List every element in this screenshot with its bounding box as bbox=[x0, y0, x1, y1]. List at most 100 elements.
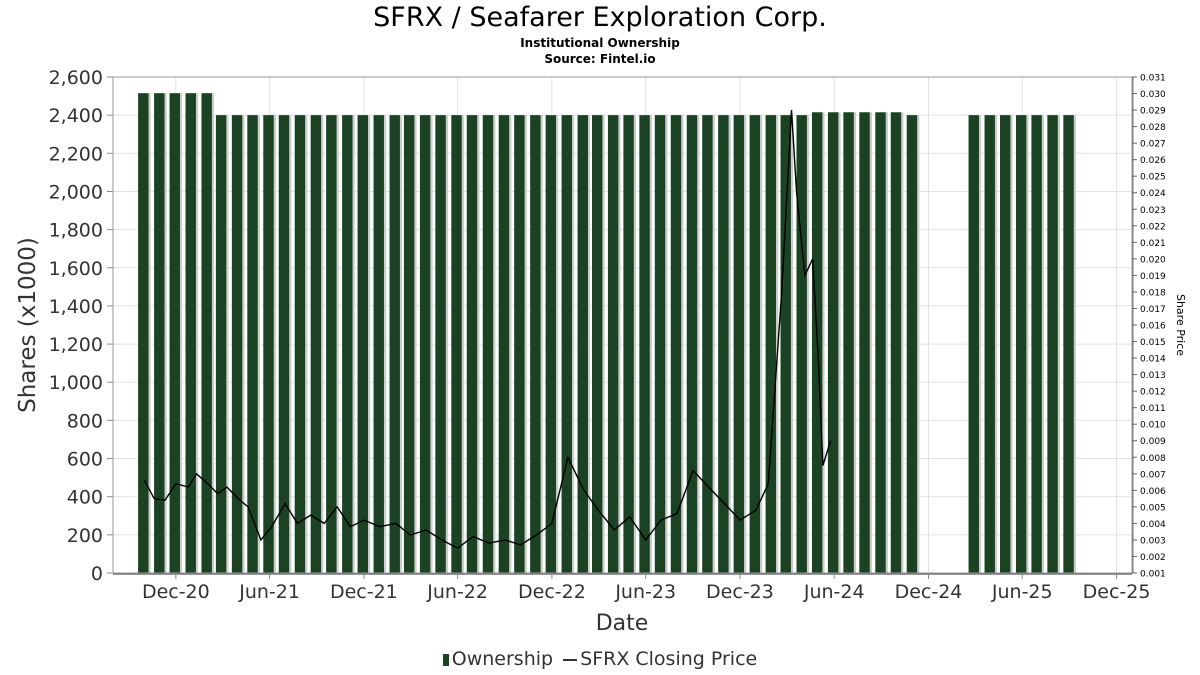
x-tick-label: Dec-23 bbox=[706, 581, 774, 603]
bar bbox=[169, 93, 183, 573]
bar-body bbox=[498, 115, 510, 574]
y-tick-label: 2,400 bbox=[49, 105, 103, 127]
bar-body bbox=[215, 115, 227, 574]
y2-tick-label: 0.012 bbox=[1140, 388, 1166, 398]
y2-tick-label: 0.027 bbox=[1140, 140, 1166, 150]
bar bbox=[185, 93, 199, 573]
y2-tick-label: 0.014 bbox=[1140, 355, 1166, 365]
y2-tick-label: 0.016 bbox=[1140, 322, 1166, 332]
bar bbox=[342, 115, 355, 574]
bar-body bbox=[435, 115, 446, 574]
bar-body bbox=[686, 115, 698, 574]
bar bbox=[1063, 115, 1076, 574]
bar-body bbox=[482, 115, 494, 574]
bar-body bbox=[890, 112, 902, 574]
bar-body bbox=[780, 115, 791, 574]
chart-subtitle: Institutional Ownership bbox=[520, 36, 680, 50]
bar bbox=[623, 115, 637, 574]
x-tick-label: Jun-25 bbox=[991, 581, 1053, 603]
bar bbox=[639, 115, 652, 574]
bar bbox=[403, 115, 417, 574]
bar bbox=[326, 115, 339, 574]
bar bbox=[201, 93, 215, 573]
bar-layer bbox=[138, 93, 1076, 574]
bar bbox=[482, 115, 496, 574]
bar-body bbox=[247, 115, 258, 574]
bar-body bbox=[827, 112, 839, 574]
bar-body bbox=[403, 115, 415, 574]
bar-body bbox=[561, 115, 572, 574]
y2-tick-label: 0.023 bbox=[1140, 206, 1166, 216]
bar-body bbox=[201, 93, 212, 573]
bar bbox=[859, 112, 872, 574]
bar-body bbox=[718, 115, 729, 574]
bar bbox=[670, 115, 684, 574]
chart-source: Source: Fintel.io bbox=[544, 52, 656, 66]
y-tick-label: 1,200 bbox=[49, 334, 103, 356]
bar bbox=[1031, 115, 1045, 574]
bar-body bbox=[968, 115, 979, 574]
y-tick-label: 2,600 bbox=[49, 67, 103, 89]
y2-tick-label: 0.029 bbox=[1140, 107, 1166, 117]
y2-tick-label: 0.017 bbox=[1140, 305, 1166, 315]
x-tick-label: Dec-20 bbox=[142, 581, 210, 603]
bar-body bbox=[796, 115, 807, 574]
bar-body bbox=[294, 115, 306, 574]
price-line bbox=[143, 110, 832, 550]
bar bbox=[215, 115, 229, 574]
legend-line-swatch bbox=[563, 658, 578, 661]
legend-label-price: SFRX Closing Price bbox=[580, 648, 758, 670]
y2-tick-label: 0.024 bbox=[1140, 189, 1166, 199]
y-tick-label: 1,600 bbox=[49, 258, 103, 280]
bar bbox=[419, 115, 433, 574]
y-tick-label: 400 bbox=[67, 487, 103, 509]
bar bbox=[231, 115, 245, 574]
y2-tick-label: 0.008 bbox=[1140, 454, 1166, 464]
bar-body bbox=[1015, 115, 1027, 574]
bar bbox=[906, 115, 920, 574]
bar-body bbox=[875, 112, 886, 574]
bar-body bbox=[733, 115, 745, 574]
bar-body bbox=[310, 115, 322, 574]
bar bbox=[827, 112, 841, 574]
line-layer bbox=[143, 110, 832, 550]
x-tick-label: Dec-21 bbox=[330, 581, 398, 603]
bar-body bbox=[591, 115, 603, 574]
bar-body bbox=[654, 115, 666, 574]
bar bbox=[1047, 115, 1060, 574]
bar bbox=[686, 115, 700, 574]
bar-body bbox=[342, 115, 353, 574]
x-tick-label: Jun-21 bbox=[238, 581, 300, 603]
bar-body bbox=[607, 115, 619, 574]
bar-body bbox=[514, 115, 525, 574]
bar bbox=[373, 115, 387, 574]
x-tick-label: Jun-22 bbox=[426, 581, 488, 603]
legend-item-ownership: Ownership bbox=[442, 648, 553, 670]
x-axis-label: Date bbox=[596, 611, 649, 636]
bar-body bbox=[670, 115, 682, 574]
bar bbox=[451, 115, 464, 574]
bar-body bbox=[231, 115, 243, 574]
y2-tick-label: 0.026 bbox=[1140, 156, 1166, 166]
bar bbox=[607, 115, 621, 574]
bar bbox=[999, 115, 1013, 574]
y2-tick-label: 0.013 bbox=[1140, 371, 1166, 381]
x-tick-label: Dec-22 bbox=[518, 581, 586, 603]
bar-body bbox=[843, 112, 854, 574]
bar bbox=[875, 112, 888, 574]
bar-body bbox=[577, 115, 588, 574]
bar bbox=[561, 115, 575, 574]
bar-body bbox=[639, 115, 650, 574]
bar-body bbox=[530, 115, 541, 574]
y-tick-label: 2,200 bbox=[49, 143, 103, 165]
y2-tick-label: 0.001 bbox=[1140, 570, 1166, 580]
bar-body bbox=[906, 115, 918, 574]
chart-title: SFRX / Seafarer Exploration Corp. bbox=[373, 2, 827, 33]
y-tick-label: 600 bbox=[67, 449, 103, 471]
bar-body bbox=[154, 93, 165, 573]
y2-tick-label: 0.030 bbox=[1140, 90, 1166, 100]
bar bbox=[263, 115, 276, 574]
legend-bar-swatch bbox=[442, 653, 449, 666]
